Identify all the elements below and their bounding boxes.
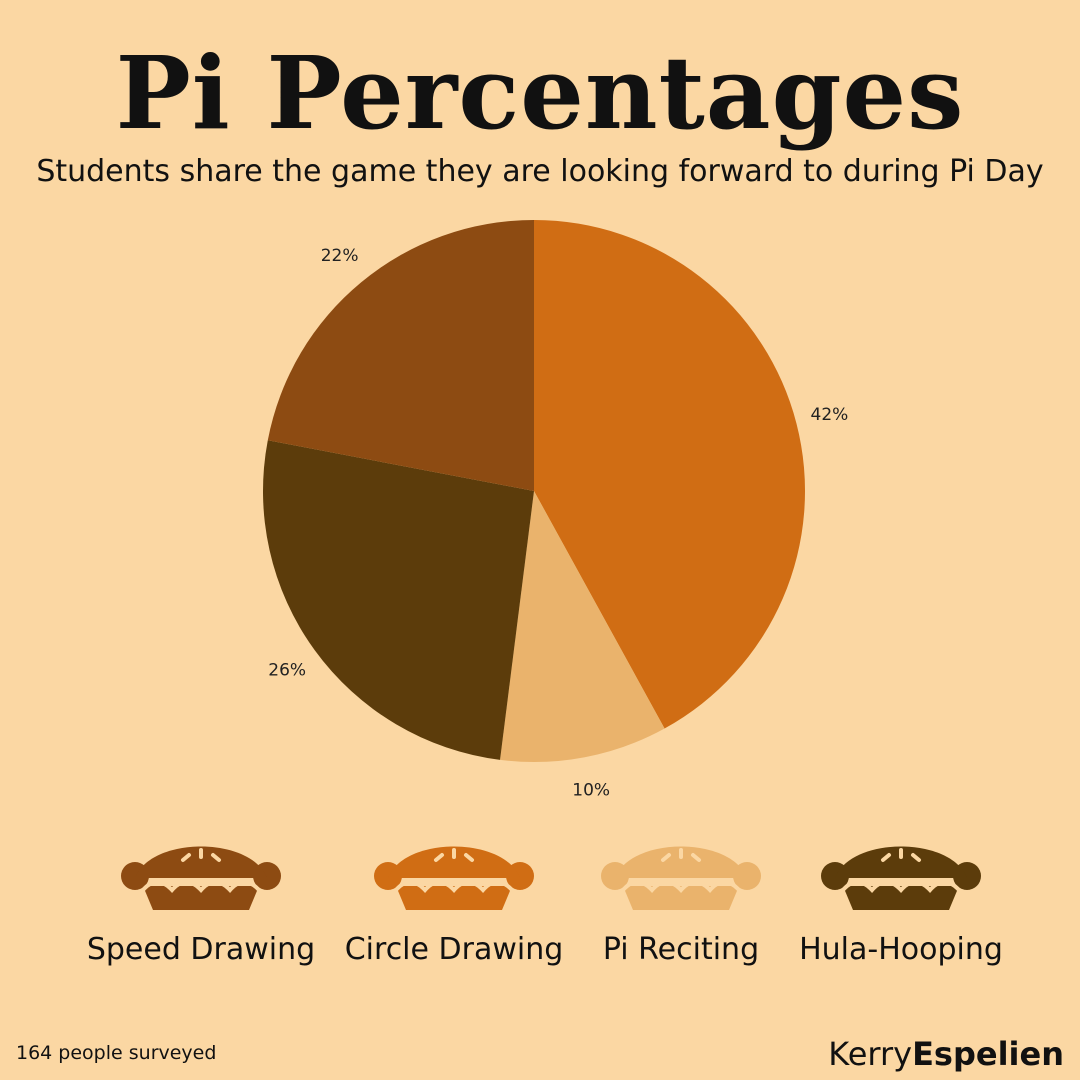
pie-data-label: 42% — [811, 405, 849, 425]
pie-chart: 42% 10% 26% 22% — [263, 220, 849, 801]
pie-icon — [601, 846, 761, 910]
pie-data-label: 22% — [321, 246, 359, 266]
pie-slice-pi-reciting — [500, 491, 665, 762]
author-credit: KerryEspelien — [828, 1034, 1064, 1074]
author-first-name: Kerry — [828, 1035, 913, 1073]
pie-data-label: 26% — [268, 660, 306, 680]
legend-label: Speed Drawing — [86, 932, 316, 967]
legend-item-hula-hooping: Hula-Hooping — [781, 836, 1021, 986]
legend-item-circle-drawing: Circle Drawing — [334, 836, 574, 986]
page-subtitle: Students share the game they are looking… — [36, 154, 1044, 189]
pie-slice-circle-drawing — [534, 220, 806, 729]
legend: Speed Drawing Circle Drawing Pi Reciting… — [0, 836, 1080, 986]
legend-label: Hula-Hooping — [799, 932, 1003, 967]
pie-data-label: 10% — [572, 781, 610, 801]
pie-icon — [821, 846, 981, 910]
legend-label: Pi Reciting — [602, 932, 760, 967]
pie-icon — [121, 846, 281, 910]
page-title: Pi Percentages — [115, 34, 965, 152]
legend-item-speed-drawing: Speed Drawing — [81, 836, 321, 986]
pie-slice-hula-hooping — [263, 440, 534, 760]
pie-slice-speed-drawing — [267, 220, 534, 491]
legend-label: Circle Drawing — [344, 932, 564, 967]
survey-note: 164 people surveyed — [16, 1042, 217, 1064]
legend-item-pi-reciting: Pi Reciting — [561, 836, 801, 986]
author-last-name: Espelien — [912, 1035, 1064, 1073]
pie-icon — [374, 846, 534, 910]
